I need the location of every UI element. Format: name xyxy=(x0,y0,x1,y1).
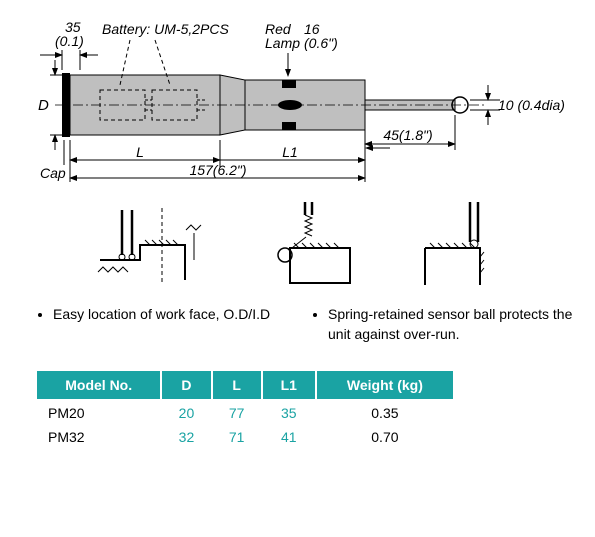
feature-right: Spring-retained sensor ball protects the… xyxy=(310,305,585,344)
cell-L: 77 xyxy=(212,400,262,425)
cell-W: 0.70 xyxy=(316,425,454,449)
D-label: D xyxy=(38,97,49,114)
seg45: 45(1.8") xyxy=(383,127,432,143)
small-dia-2 xyxy=(250,200,370,290)
L1-label: L1 xyxy=(282,144,298,160)
redlamp2: Lamp xyxy=(265,35,300,51)
small-diagrams-row xyxy=(20,200,575,290)
th-D: D xyxy=(161,370,211,400)
redlampdim2: (0.6") xyxy=(304,35,338,51)
battery-label: Battery: UM-5,2PCS xyxy=(102,21,229,37)
table-row: PM32 32 71 41 0.70 xyxy=(36,425,454,449)
th-L1: L1 xyxy=(262,370,316,400)
feature-right-text: Spring-retained sensor ball protects the… xyxy=(328,305,575,344)
cell-model: PM20 xyxy=(36,400,161,425)
totlen: 157(6.2") xyxy=(189,162,246,178)
feature-left-text: Easy location of work face, O.D/I.D xyxy=(53,305,300,325)
features-row: Easy location of work face, O.D/I.D Spri… xyxy=(35,305,585,344)
tipdia: 10 (0.4dia) xyxy=(498,97,565,113)
cell-D: 32 xyxy=(161,425,211,449)
th-L: L xyxy=(212,370,262,400)
th-model: Model No. xyxy=(36,370,161,400)
cell-W: 0.35 xyxy=(316,400,454,425)
cell-L1: 35 xyxy=(262,400,316,425)
small-dia-1 xyxy=(90,200,210,290)
L-label: L xyxy=(136,144,144,160)
cell-L1: 41 xyxy=(262,425,316,449)
table-row: PM20 20 77 35 0.35 xyxy=(36,400,454,425)
cap-label: Cap xyxy=(40,165,66,181)
main-diagram: 35 (0.1) Battery: UM-5,2PCS Red 16 Lamp … xyxy=(20,20,580,200)
spec-table: Model No. D L L1 Weight (kg) PM20 20 77 … xyxy=(35,369,455,449)
dim35sub: (0.1) xyxy=(55,33,84,49)
cell-D: 20 xyxy=(161,400,211,425)
cell-L: 71 xyxy=(212,425,262,449)
feature-left: Easy location of work face, O.D/I.D xyxy=(35,305,310,344)
cell-model: PM32 xyxy=(36,425,161,449)
th-W: Weight (kg) xyxy=(316,370,454,400)
small-dia-3 xyxy=(410,200,530,290)
